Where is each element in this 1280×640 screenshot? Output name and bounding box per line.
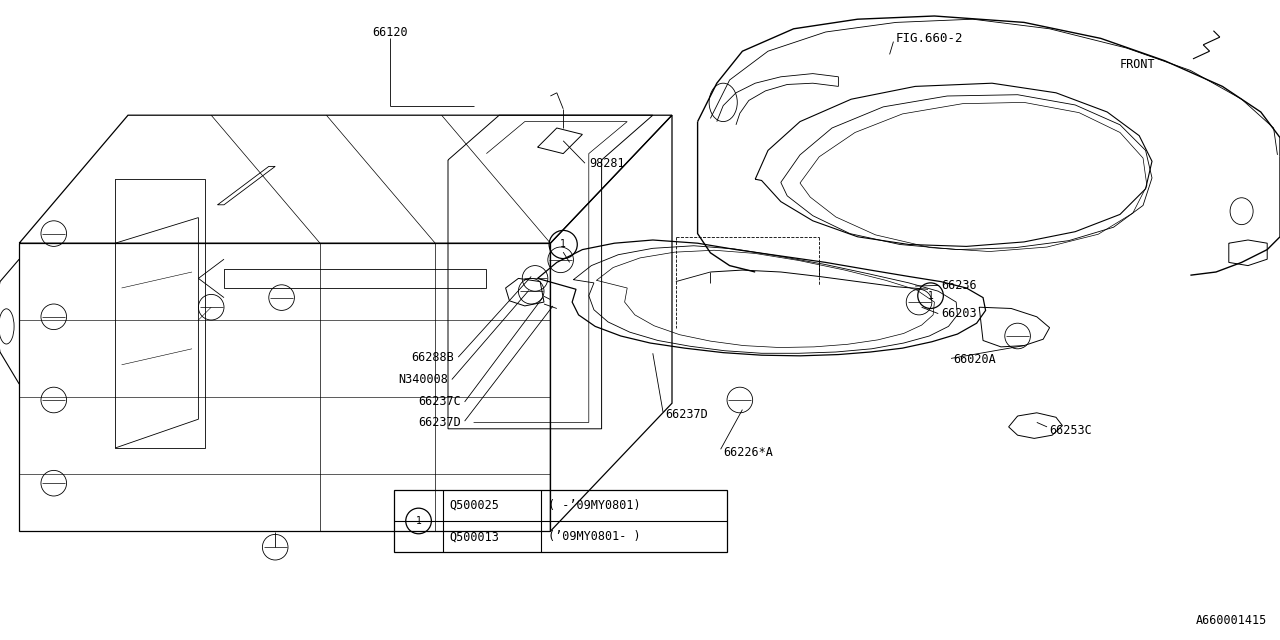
- Text: 66120: 66120: [372, 26, 408, 38]
- Text: 66236: 66236: [941, 279, 977, 292]
- Text: 66237C: 66237C: [419, 396, 461, 408]
- Text: Q500013: Q500013: [449, 530, 499, 543]
- Text: 66226*A: 66226*A: [723, 446, 773, 459]
- Text: FRONT: FRONT: [1120, 58, 1156, 70]
- Text: 1: 1: [928, 291, 933, 301]
- Text: ( -’09MY0801): ( -’09MY0801): [548, 499, 640, 512]
- Text: 66253C: 66253C: [1050, 424, 1092, 436]
- Text: 66237D: 66237D: [666, 408, 708, 421]
- Text: 66203: 66203: [941, 307, 977, 320]
- Text: 66237D: 66237D: [419, 416, 461, 429]
- Text: 98281: 98281: [589, 157, 625, 170]
- Text: N340008: N340008: [398, 373, 448, 386]
- Bar: [394, 490, 727, 552]
- Text: 1: 1: [561, 239, 566, 250]
- Text: 1: 1: [416, 516, 421, 526]
- Text: 66288B: 66288B: [412, 351, 454, 364]
- Text: (’09MY0801- ): (’09MY0801- ): [548, 530, 640, 543]
- Text: FIG.660-2: FIG.660-2: [896, 32, 964, 45]
- Text: 66020A: 66020A: [954, 353, 996, 366]
- Text: A660001415: A660001415: [1196, 614, 1267, 627]
- Text: Q500025: Q500025: [449, 499, 499, 512]
